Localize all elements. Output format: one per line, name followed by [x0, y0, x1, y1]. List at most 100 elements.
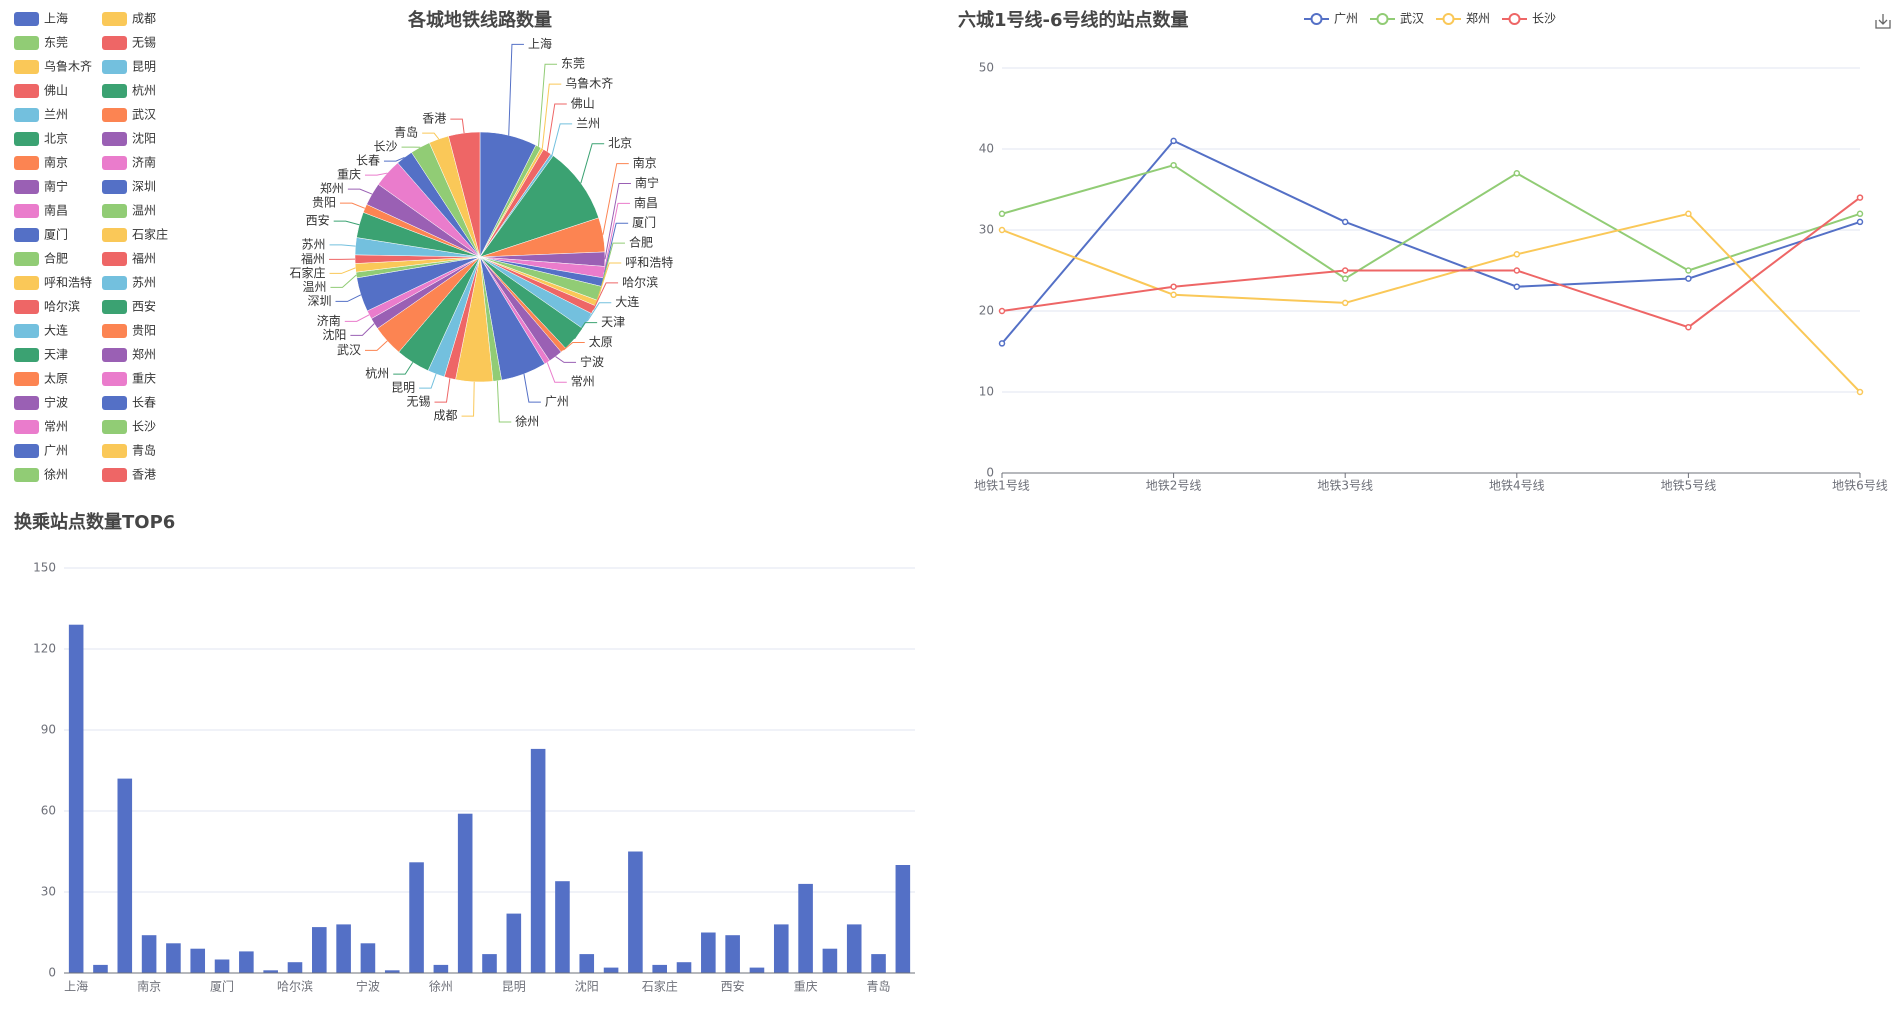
bar [749, 967, 765, 973]
legend-swatch [14, 12, 39, 26]
point [1170, 283, 1177, 290]
pie-leader [592, 282, 619, 310]
pie-label: 哈尔滨 [622, 274, 658, 289]
legend-label: 温州 [132, 204, 156, 218]
x-tick-label: 哈尔滨 [277, 979, 313, 994]
legend-marker [1442, 13, 1455, 25]
pie-label: 太原 [589, 334, 613, 349]
pie-leader [604, 182, 631, 260]
pie-label: 宁波 [580, 354, 604, 369]
pie-label: 无锡 [406, 394, 430, 409]
y-tick-label: 60 [41, 804, 56, 818]
point [1513, 283, 1521, 290]
pie-leader [339, 202, 366, 209]
pie-leader [496, 380, 512, 423]
point [998, 307, 1006, 315]
pie-leader [393, 362, 414, 375]
bar [141, 935, 157, 973]
legend-label: 长沙 [1532, 12, 1556, 26]
x-tick-label: 沈阳 [575, 979, 599, 994]
x-tick-label: 徐州 [429, 979, 453, 994]
pie-leader [523, 373, 541, 403]
bar [725, 935, 740, 973]
legend-swatch [102, 420, 127, 434]
legend-label: 南京 [44, 155, 68, 170]
bar [433, 964, 449, 973]
pie-label: 苏州 [302, 237, 326, 251]
download-glyph[interactable] [1875, 14, 1891, 29]
legend-swatch [14, 252, 39, 266]
legend-swatch [14, 156, 39, 170]
pie-leader [330, 274, 357, 288]
pie-label: 佛山 [571, 96, 595, 110]
pie-leader [537, 63, 558, 147]
bar [287, 962, 303, 973]
legend-label: 天津 [44, 348, 68, 362]
pie-leader [364, 172, 388, 176]
pie-label: 昆明 [391, 381, 415, 395]
pie-label: 厦门 [632, 215, 656, 230]
y-tick-label: 150 [33, 561, 56, 575]
pie-leader [602, 163, 629, 235]
point [998, 210, 1006, 218]
pie-leader [364, 340, 388, 351]
pie-slice [479, 155, 600, 258]
pie-label: 福州 [301, 251, 325, 266]
legend-swatch [14, 84, 39, 98]
point [998, 226, 1006, 234]
point [1513, 170, 1521, 177]
legend-label: 重庆 [132, 372, 156, 386]
legend-label: 青岛 [132, 443, 156, 458]
y-tick-label: 30 [979, 223, 994, 237]
legend-swatch [14, 228, 39, 242]
legend-label: 厦门 [44, 227, 68, 242]
bar [68, 624, 84, 973]
legend-label: 广州 [1334, 12, 1358, 26]
legend-label: 太原 [44, 371, 68, 386]
bar [530, 748, 546, 973]
legend-label: 郑州 [132, 347, 156, 362]
legend-swatch [102, 60, 127, 74]
legend-swatch [14, 36, 39, 50]
series-line [1001, 196, 1861, 329]
pie-label: 合肥 [629, 235, 653, 250]
legend-swatch [102, 84, 127, 98]
point [1856, 218, 1864, 226]
pie-label: 青岛 [394, 125, 418, 140]
point [1170, 291, 1177, 299]
bar [190, 948, 206, 973]
legend-swatch [102, 348, 127, 362]
legend-marker [1508, 13, 1521, 25]
legend-swatch [102, 300, 127, 314]
x-tick-label: 石家庄 [642, 979, 678, 994]
x-tick-label: 宁波 [356, 979, 380, 994]
pie-title: 各城地铁线路数量 [407, 9, 552, 31]
point [1685, 267, 1692, 274]
pie-label: 重庆 [337, 168, 361, 182]
legend-marker [1376, 13, 1389, 25]
bar [457, 813, 473, 973]
pie-label: 南宁 [635, 175, 659, 190]
series-line [1001, 139, 1861, 345]
legend-swatch [14, 420, 39, 434]
legend-label: 长沙 [132, 420, 156, 434]
download-icon[interactable] [1875, 14, 1891, 29]
legend-label: 常州 [44, 420, 68, 434]
legend-label: 成都 [132, 12, 156, 26]
legend-label: 昆明 [132, 60, 156, 74]
point [1856, 388, 1864, 396]
legend-label: 上海 [44, 11, 68, 26]
x-tick-label: 上海 [64, 979, 88, 994]
y-tick-label: 120 [33, 642, 56, 656]
legend-label: 福州 [132, 251, 156, 266]
legend-swatch [102, 252, 127, 266]
point [1341, 218, 1349, 226]
legend-label: 南昌 [44, 203, 68, 218]
y-tick-label: 10 [979, 385, 994, 399]
pie-label: 北京 [608, 136, 632, 150]
legend-swatch [14, 324, 39, 338]
point [1513, 251, 1521, 258]
pie-label: 西安 [306, 213, 330, 228]
x-tick-label: 青岛 [867, 979, 891, 994]
pie-leader [347, 188, 373, 195]
